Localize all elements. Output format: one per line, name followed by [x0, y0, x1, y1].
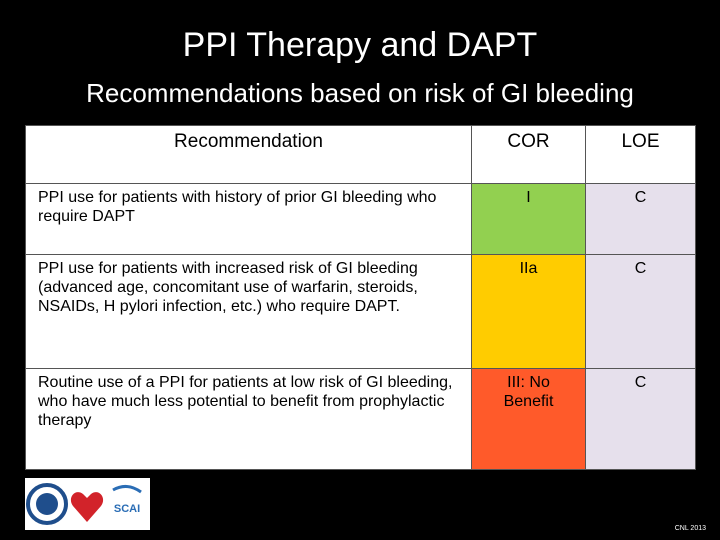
- row: PPI use for patients with history of pri…: [25, 183, 696, 255]
- subtitle: Recommendations based on risk of GI blee…: [86, 78, 634, 108]
- scai-logo-text: SCAI: [114, 503, 140, 515]
- row: Routine use of a PPI for patients at low…: [25, 368, 696, 470]
- loe-cell: C: [585, 183, 696, 255]
- title: PPI Therapy and DAPT: [182, 26, 538, 64]
- logos: SCAI: [25, 478, 150, 530]
- cor-cell: I: [471, 183, 586, 255]
- header-cell: Recommendation: [25, 125, 472, 184]
- logo-strip: SCAI: [26, 483, 142, 525]
- recommendation-cell: PPI use for patients with increased risk…: [25, 254, 472, 369]
- footnote: CNL 2013: [674, 525, 706, 532]
- row: PPI use for patients with increased risk…: [25, 254, 696, 369]
- cor-cell: IIa: [471, 254, 586, 369]
- acc-logo-center: [36, 493, 58, 515]
- header-cell: COR: [471, 125, 586, 184]
- loe-cell: C: [585, 368, 696, 470]
- scai-swoosh: [112, 485, 142, 494]
- recommendation-cell: Routine use of a PPI for patients at low…: [25, 368, 472, 470]
- recommendation-cell: PPI use for patients with history of pri…: [25, 183, 472, 255]
- cor-cell: III: No Benefit: [471, 368, 586, 470]
- loe-cell: C: [585, 254, 696, 369]
- header-row: Recommendation COR LOE: [25, 125, 696, 184]
- header-cell: LOE: [585, 125, 696, 184]
- aha-logo: [70, 492, 104, 522]
- recommendation-table: Recommendation COR LOE PPI use for patie…: [25, 125, 696, 470]
